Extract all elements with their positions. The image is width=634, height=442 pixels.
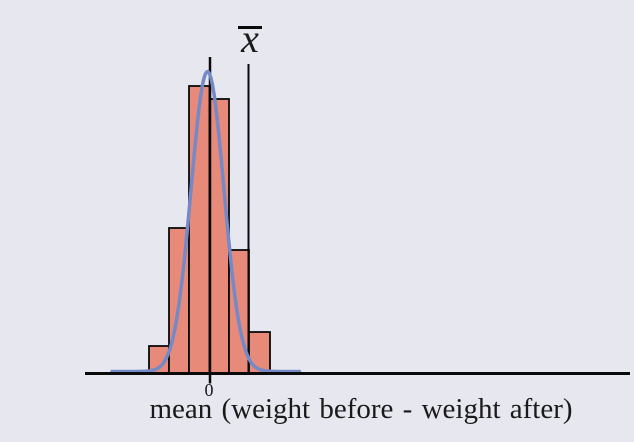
histogram-bar bbox=[188, 85, 211, 375]
x-axis-label: mean (weight before - weight after) bbox=[149, 393, 573, 425]
normal-curve bbox=[110, 69, 302, 374]
zero-tick-label: 0 bbox=[204, 380, 214, 400]
sample-mean-label: x bbox=[232, 18, 268, 59]
xbar-glyph: x bbox=[241, 16, 259, 61]
overbar bbox=[238, 26, 262, 29]
